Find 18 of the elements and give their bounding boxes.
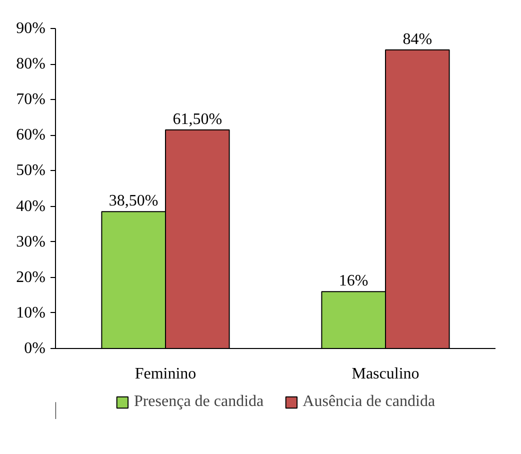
data-label: 16% bbox=[338, 272, 368, 290]
y-tick-label: 0% bbox=[24, 340, 46, 357]
y-tick-label: 70% bbox=[16, 91, 46, 108]
data-label: 61,50% bbox=[172, 110, 222, 128]
y-tick-label: 50% bbox=[16, 162, 46, 180]
y-tick-label: 20% bbox=[16, 268, 46, 286]
legend-label: Presença de candida bbox=[134, 393, 264, 411]
y-tick-label: 30% bbox=[16, 233, 46, 250]
legend-label: Ausência de candida bbox=[302, 393, 436, 411]
y-tick-label: 90% bbox=[16, 20, 46, 37]
y-tick-label: 40% bbox=[16, 198, 46, 215]
data-label: 84% bbox=[402, 30, 432, 48]
x-tick-label: Masculino bbox=[352, 366, 420, 382]
y-tick-label: 60% bbox=[16, 126, 46, 144]
data-label: 38,50% bbox=[108, 192, 158, 210]
y-tick-label: 80% bbox=[16, 56, 46, 73]
x-tick-label: Feminino bbox=[134, 366, 196, 382]
y-tick-label: 10% bbox=[16, 304, 46, 322]
